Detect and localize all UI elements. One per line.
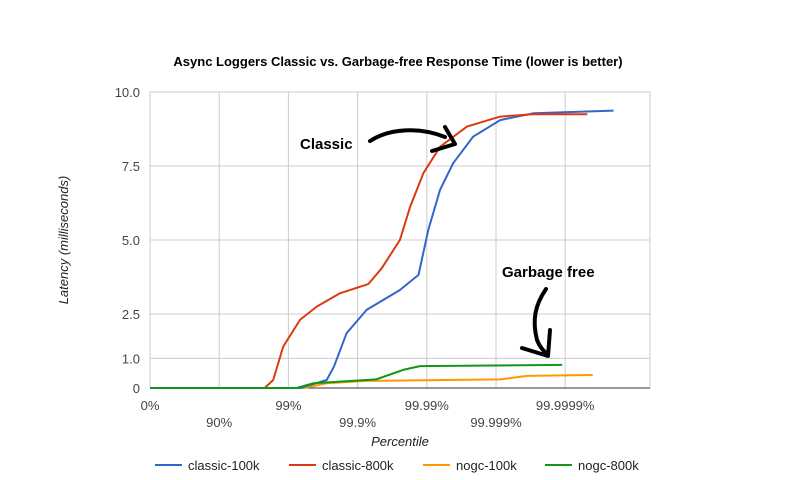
legend-item-nogc-800k[interactable]: nogc-800k: [545, 458, 639, 473]
x-axis-label: Percentile: [371, 434, 429, 449]
y-tick-label: 0: [133, 381, 140, 396]
y-tick-label: 2.5: [122, 307, 140, 322]
series-line-nogc-800k: [150, 363, 563, 389]
y-tick-label: 5.0: [122, 233, 140, 248]
legend-item-classic-800k[interactable]: classic-800k: [289, 458, 394, 473]
series-line-classic-100k: [150, 109, 614, 389]
chart-title: Async Loggers Classic vs. Garbage-free R…: [173, 54, 622, 69]
x-tick-label: 99.9999%: [536, 398, 595, 413]
garbage-free-arrow-icon: [520, 287, 552, 358]
legend-item-nogc-100k[interactable]: nogc-100k: [423, 458, 517, 473]
x-tick-label: 0%: [141, 398, 160, 413]
classic-arrow-icon: [368, 125, 457, 153]
series-lines: [150, 109, 614, 389]
legend-label: classic-800k: [322, 458, 394, 473]
y-axis-ticks: 0 1.0 2.5 5.0 7.5 10.0: [115, 85, 140, 396]
y-tick-label: 10.0: [115, 85, 140, 100]
legend: classic-100k classic-800k nogc-100k nogc-80…: [155, 458, 639, 473]
annotation-classic: Classic: [300, 136, 353, 153]
y-tick-label: 7.5: [122, 159, 140, 174]
x-tick-label: 90%: [206, 415, 232, 430]
legend-item-classic-100k[interactable]: classic-100k: [155, 458, 260, 473]
legend-label: nogc-100k: [456, 458, 517, 473]
x-tick-label: 99%: [275, 398, 301, 413]
annotation-garbage-free: Garbage free: [502, 264, 595, 281]
y-tick-label: 1.0: [122, 351, 140, 366]
x-tick-label: 99.999%: [470, 415, 522, 430]
series-line-classic-800k: [150, 113, 588, 389]
x-tick-label: 99.9%: [339, 415, 376, 430]
series-line-nogc-100k: [150, 374, 593, 389]
x-axis-ticks: 0% 90% 99% 99.9% 99.99% 99.999% 99.9999%: [141, 398, 595, 430]
grid: [149, 91, 651, 389]
x-tick-label: 99.99%: [405, 398, 450, 413]
legend-label: nogc-800k: [578, 458, 639, 473]
legend-label: classic-100k: [188, 458, 260, 473]
y-axis-label: Latency (milliseconds): [56, 176, 71, 305]
